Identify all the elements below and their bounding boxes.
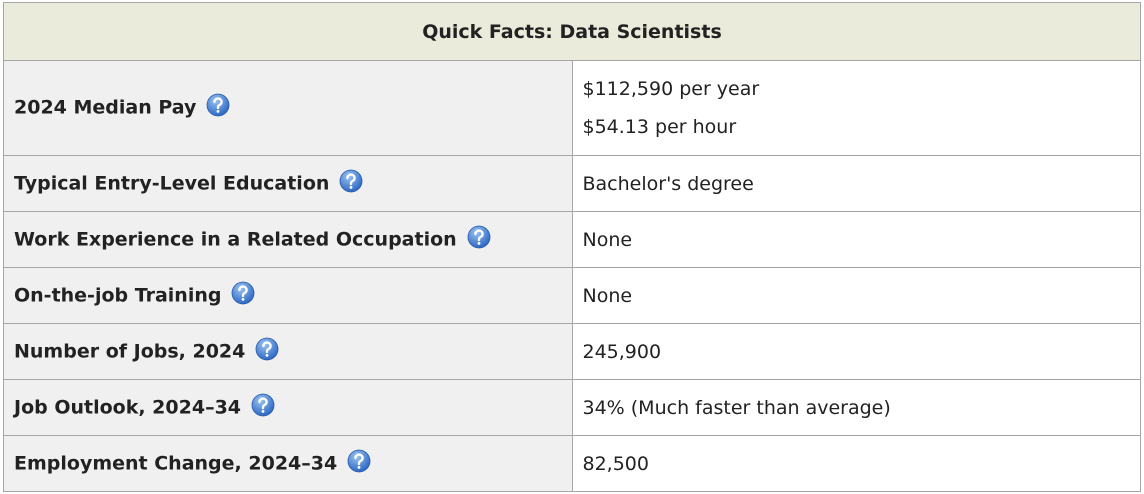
row-label: 2024 Median Pay [14,96,197,119]
question-dot [217,110,220,113]
row-value-cell: 245,900 [571,323,1141,380]
row-label-cell: Work Experience in a Related Occupation [3,211,573,268]
help-icon[interactable] [255,337,279,361]
table-body: 2024 Median Pay $112,590 per year $54.13 p… [3,60,1141,492]
table-row: Work Experience in a Related Occupation N… [3,211,1141,268]
question-dot [261,409,265,413]
row-value-cell: None [571,211,1141,268]
row-label: Typical Entry-Level Education [14,172,330,194]
help-icon[interactable] [206,93,230,117]
header-row: Quick Facts: Data Scientists [3,2,1141,61]
table-row: 2024 Median Pay $112,590 per year $54.13 p… [3,60,1141,156]
table-title: Quick Facts: Data Scientists [3,2,1141,61]
row-value: $54.13 per hour [582,116,737,138]
question-mark [354,452,364,465]
table-row: Employment Change, 2024–34 82,500 [3,435,1141,492]
table-row: On-the-job Training None [3,267,1141,324]
row-value-cell: 82,500 [571,435,1141,492]
question-dot [242,297,245,301]
row-value: Bachelor's degree [582,172,754,195]
row-value: None [582,228,633,251]
question-dot [477,241,481,245]
question-dot [265,353,269,357]
question-mark [213,97,224,110]
row-label-cell: On-the-job Training [3,267,573,324]
row-label-cell: Job Outlook, 2024–34 [3,379,573,436]
help-icon[interactable] [467,225,491,249]
question-dot [350,185,353,189]
question-mark [262,340,273,353]
question-mark [346,172,357,185]
help-icon[interactable] [251,393,275,417]
help-icon[interactable] [339,169,363,193]
row-value-cell: 34% (Much faster than average) [571,379,1141,436]
table-row: Job Outlook, 2024–34 34% (Much faster tha… [3,379,1141,436]
row-value-cell: Bachelor's degree [571,155,1141,212]
table-row: Number of Jobs, 2024 245,900 [3,323,1141,380]
row-value-cell: None [571,267,1141,324]
row-value: 34% (Much faster than average) [582,396,891,419]
row-value: $112,590 per year [582,78,760,100]
row-label-cell: Typical Entry-Level Education [3,155,573,212]
help-icon[interactable] [347,449,371,473]
row-value-cell: $112,590 per year $54.13 per hour [571,60,1141,156]
row-label-cell: Employment Change, 2024–34 [3,435,573,492]
row-label: Employment Change, 2024–34 [14,452,338,474]
row-label-cell: Number of Jobs, 2024 [3,323,573,380]
row-label: Number of Jobs, 2024 [14,340,246,362]
question-mark [238,284,249,297]
row-value: 245,900 [582,340,662,363]
table-row: Typical Entry-Level Education Bachelor's … [3,155,1141,212]
row-label-cell: 2024 Median Pay [3,60,573,156]
row-value: 82,500 [582,452,649,475]
question-dot [357,465,361,469]
row-label: On-the-job Training [14,284,222,306]
question-mark [473,228,484,241]
help-icon[interactable] [231,281,255,305]
row-label: Job Outlook, 2024–34 [14,396,242,418]
quick-facts-table: Quick Facts: Data Scientists 2024 Median… [3,2,1141,492]
question-mark [258,396,268,409]
row-label: Work Experience in a Related Occupation [14,228,457,250]
row-value: None [582,284,633,307]
